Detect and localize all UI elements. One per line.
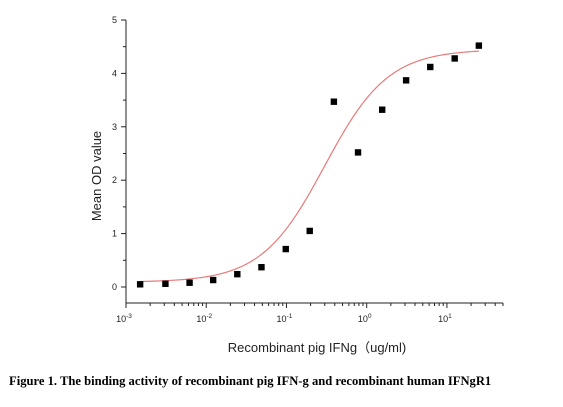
- data-point: [427, 63, 434, 71]
- data-point: [330, 98, 338, 105]
- data-point: [402, 77, 410, 84]
- y-tick-label: 5: [112, 15, 117, 25]
- x-tick-label: 10-1: [277, 313, 293, 324]
- data-point: [209, 276, 217, 284]
- y-tick-label: 2: [112, 175, 117, 185]
- y-axis-label: Mean OD value: [89, 131, 104, 221]
- fit-curve: [140, 50, 479, 283]
- data-point: [162, 280, 169, 287]
- axes: [121, 19, 504, 308]
- y-tick-label: 1: [112, 229, 117, 239]
- data-point: [282, 245, 289, 253]
- data-point: [475, 42, 483, 49]
- figure-caption: Figure 1. The binding activity of recomb…: [9, 374, 492, 388]
- x-tick-label: 10-3: [116, 313, 132, 324]
- data-point: [186, 279, 193, 286]
- y-tick-label: 3: [112, 122, 117, 132]
- x-tick-label: 10-2: [196, 313, 212, 324]
- data-point: [451, 55, 458, 62]
- data-point: [136, 281, 144, 288]
- tick-labels: 0 1 2 3 4 5 10-3 10-2 10-1 100 101: [112, 15, 452, 324]
- data-point: [234, 270, 241, 278]
- x-tick-label: 101: [438, 313, 452, 324]
- y-tick-label: 4: [112, 68, 117, 78]
- fit-curve-layer: [140, 50, 479, 283]
- data-point: [306, 227, 313, 235]
- x-tick-label: 100: [358, 313, 372, 324]
- x-axis-label: Recombinant pig IFNg（ug/ml): [228, 340, 406, 355]
- data-point: [354, 149, 362, 156]
- data-point: [258, 264, 265, 271]
- data-point: [378, 106, 386, 113]
- y-tick-label: 0: [112, 282, 117, 292]
- data-points-layer: [136, 42, 483, 288]
